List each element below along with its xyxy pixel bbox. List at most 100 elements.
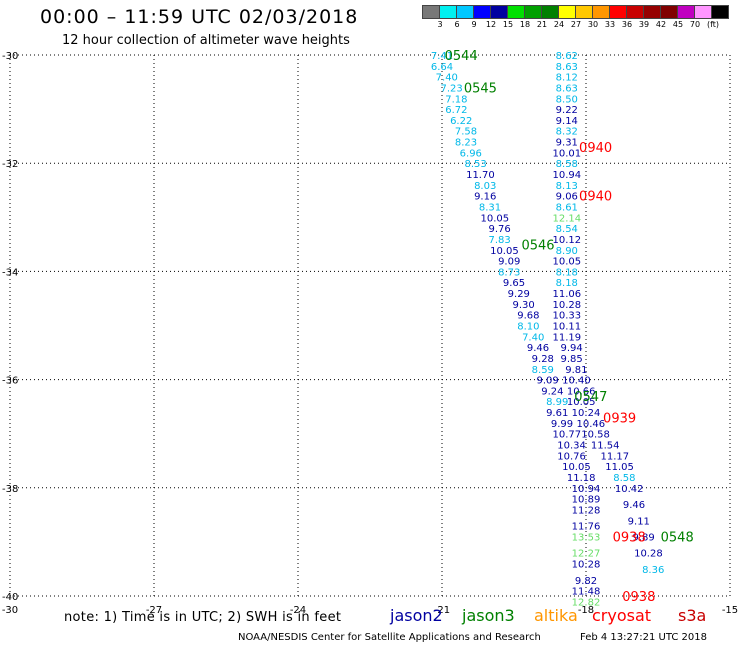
swh-value: 7.18 [445,94,467,105]
swh-value: 11.76 [572,522,601,533]
swh-value: 6.96 [460,148,482,159]
swh-value: 10.24 [572,408,601,419]
swh-value: 9.28 [532,354,554,365]
swh-value: 10.12 [552,235,581,246]
swh-value: 8.13 [556,181,578,192]
swh-value: 10.66 [567,386,596,397]
swh-value: 9.09 [536,376,558,387]
swh-value: 11.18 [567,473,596,484]
swh-value: 10.05 [480,213,509,224]
x-tick-label: -30 [2,605,18,616]
swh-value: 10.28 [552,300,581,311]
swh-value: 8.73 [498,267,520,278]
swh-value: 7.40 [436,73,458,84]
swh-value: 9.16 [474,192,496,203]
swh-value: 8.12 [556,73,578,84]
swh-value: 10.76 [557,451,586,462]
swh-value: 11.28 [572,505,601,516]
color-scale-label: 70 [689,20,701,29]
swh-value: 11.54 [591,441,620,452]
swh-value: 8.36 [642,565,664,576]
swh-value: 10.46 [576,419,605,430]
swh-value: 11.05 [605,462,634,473]
color-scale-label: 6 [454,20,460,29]
pass-time-tag: 0938 [613,530,646,545]
color-scale-labels: 3 6 9 12 15 18 21 24 27 30 33 36 39 42 45 70 (ft) [422,19,728,31]
swh-value: 9.81 [565,365,587,376]
swh-value: 10.28 [572,560,601,571]
swh-value: 9.76 [488,224,510,235]
swh-value: 11.06 [552,289,581,300]
swh-value: 10.05 [562,462,591,473]
color-scale-unit: (ft) [706,20,720,29]
swh-value: 11.48 [572,587,601,598]
swh-value: 9.14 [556,116,578,127]
y-tick-label: -34 [2,267,18,278]
swh-value: 12.27 [572,549,601,560]
color-scale-label: 24 [553,20,565,29]
color-scale-swatches [422,5,729,19]
swh-value: 8.99 [546,397,568,408]
swh-value: 8.58 [556,159,578,170]
y-tick-label: -40 [2,592,18,603]
swh-value: 12.14 [552,213,581,224]
color-scale-label: 15 [502,20,514,29]
swh-value: 9.85 [560,354,582,365]
swh-value: 6.64 [431,62,453,73]
y-tick-label: -30 [2,51,18,62]
color-scale-label: 39 [638,20,650,29]
swh-value: 11.19 [552,332,581,343]
pass-time-tag: 0940 [579,190,612,205]
swh-value: 10.05 [490,246,519,257]
grid [9,54,731,597]
color-scale-label: 18 [519,20,531,29]
color-scale-label: 45 [672,20,684,29]
swh-value: 10.94 [552,170,581,181]
swh-value: 10.28 [634,549,663,560]
color-scale-label: 3 [437,20,443,29]
swh-value: 10.40 [562,376,591,387]
swh-value: 8.32 [556,127,578,138]
swh-value: 9.29 [508,289,530,300]
swh-value: 9.06 [556,192,578,203]
swh-value: 6.72 [445,105,467,116]
swh-value: 7.40 [522,332,544,343]
time-tags: 0544 0545 0546 0547 0548 0940 0940 0939 0938 0938 [445,49,694,605]
color-scale: 3 6 9 12 15 18 21 24 27 30 33 36 39 42 45 70 (ft) [422,5,729,31]
color-scale-label: 27 [570,20,582,29]
pass-time-tag: 0939 [603,411,636,426]
swh-value: 8.50 [556,94,578,105]
swh-value: 9.11 [628,516,650,527]
color-scale-label: 33 [604,20,616,29]
swh-value: 8.10 [517,322,539,333]
x-tick-label: -15 [722,605,738,616]
swh-value: 8.58 [613,473,635,484]
swh-value: 9.82 [575,576,597,587]
swh-value: 9.89 [632,532,654,543]
color-scale-label: 9 [471,20,477,29]
legend-s3a: s3a [678,606,707,625]
pass-time-tag: 0544 [445,49,478,64]
swh-value: 8.59 [532,365,554,376]
tick-labels: -30 -27 -24 -21 -18 -15 -30 -32 -34 -36 -38 -40 [2,51,738,616]
swh-value: 11.70 [466,170,495,181]
y-tick-label: -36 [2,376,18,387]
x-tick-label: -18 [578,605,594,616]
swh-value: 13.53 [572,532,601,543]
legend-cryosat: cryosat [592,606,652,625]
swh-value: 8.54 [556,224,578,235]
swh-value: 8.63 [556,83,578,94]
swh-value: 10.34 [557,441,586,452]
swh-value: 9.31 [556,138,578,149]
y-tick-label: -38 [2,484,18,495]
swh-value: 10.33 [552,311,581,322]
swh-value: 10.42 [615,484,644,495]
y-tick-label: -32 [2,159,18,170]
swh-value: 9.46 [527,343,549,354]
swh-value: 8.90 [556,246,578,257]
swh-value: 9.46 [623,500,645,511]
swh-value: 9.99 [551,419,573,430]
map-subtitle: 12 hour collection of altimeter wave hei… [62,33,350,48]
color-scale-label: 21 [536,20,548,29]
